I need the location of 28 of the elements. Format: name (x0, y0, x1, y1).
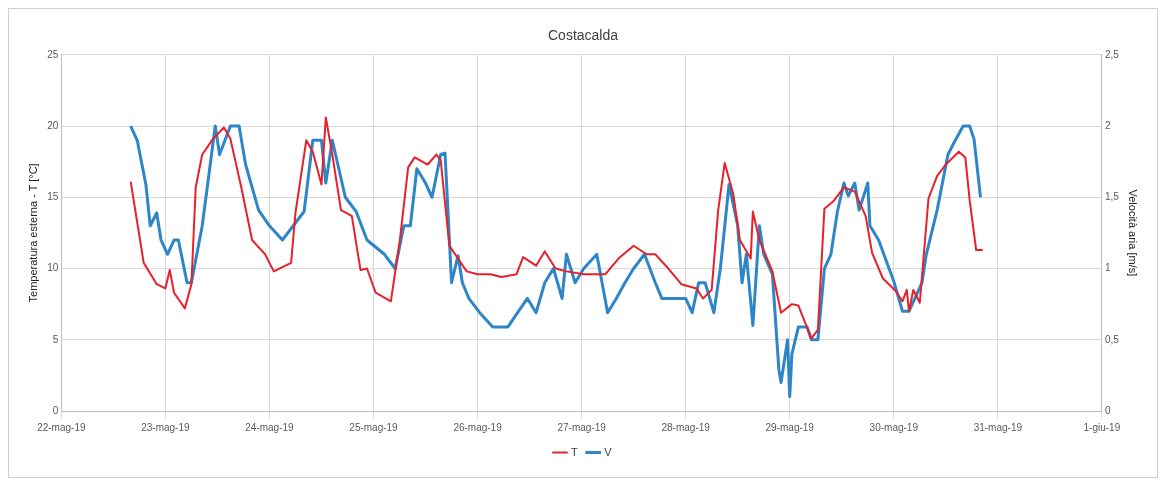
y-tick-label: 25 (47, 48, 59, 60)
x-tick-label: 25-mag-19 (349, 421, 399, 433)
x-tick-label: 31-mag-19 (973, 421, 1023, 433)
y2-tick-label: 0 (1104, 404, 1111, 416)
x-tick-label: 26-mag-19 (453, 421, 503, 433)
x-tick-label: 24-mag-19 (245, 421, 295, 433)
y-tick-label: 15 (47, 191, 59, 203)
chart-title: Costacalda (547, 27, 619, 44)
y2-tick-label: 2,5 (1104, 48, 1120, 60)
y2-tick-label: 1,5 (1104, 191, 1120, 203)
y-tick-label: 20 (47, 119, 59, 131)
legend-label: V (604, 445, 613, 458)
y-tick-label: 10 (47, 262, 59, 274)
y2-tick-label: 0,5 (1104, 333, 1120, 345)
y2-tick-label: 1 (1104, 262, 1111, 274)
y-tick-label: 0 (52, 404, 59, 416)
x-tick-label: 23-mag-19 (141, 421, 190, 433)
x-tick-label: 1-giu-19 (1083, 421, 1121, 433)
x-tick-label: 29-mag-19 (765, 421, 815, 433)
legend-label: T (570, 445, 578, 458)
x-tick-label: 30-mag-19 (869, 421, 919, 433)
y2-tick-label: 2 (1104, 119, 1111, 131)
x-tick-label: 28-mag-19 (661, 421, 711, 433)
y-axis-title: Temperatura esterna - T [°C] (26, 163, 39, 303)
y2-axis-title: Velocità aria [m/s] (1127, 189, 1140, 277)
y-tick-label: 5 (52, 333, 59, 345)
x-tick-label: 22-mag-19 (37, 421, 86, 433)
x-tick-label: 27-mag-19 (557, 421, 607, 433)
